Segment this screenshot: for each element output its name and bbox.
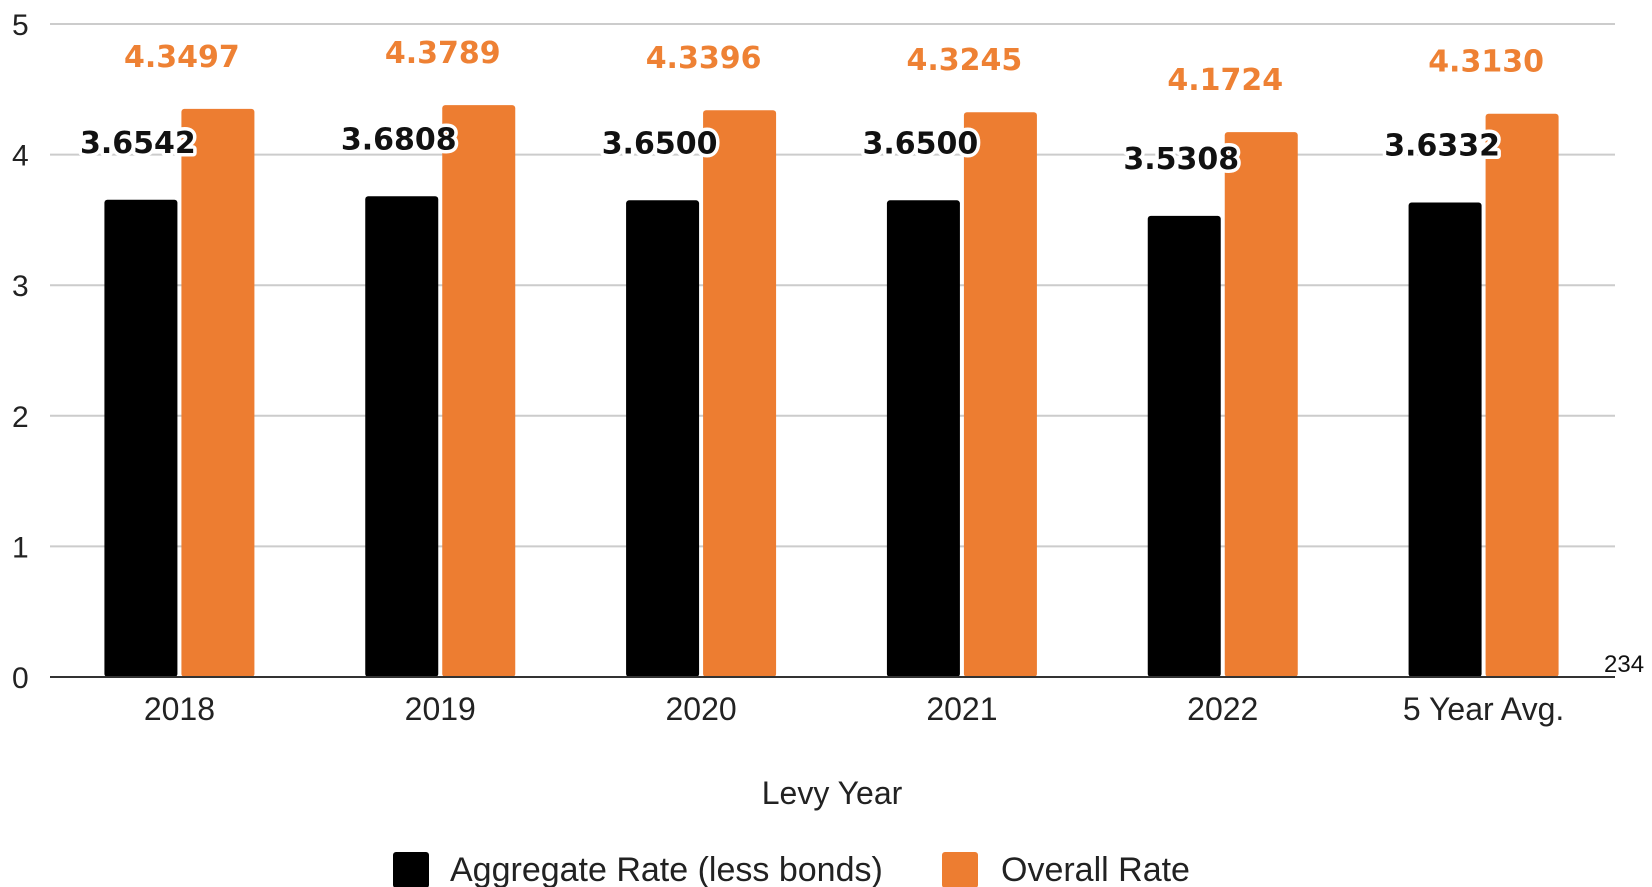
data-label-overall: 4.3789: [385, 36, 501, 71]
y-tick-label: 0: [12, 662, 29, 695]
y-tick-label: 4: [12, 140, 29, 173]
data-label-aggregate: 3.6542: [80, 126, 196, 161]
page-number: 234: [1604, 651, 1644, 678]
bar-aggregate-rate: [1408, 202, 1482, 677]
bars: [104, 105, 1559, 678]
bar-aggregate-rate: [1147, 215, 1221, 678]
data-label-overall: 4.3245: [907, 43, 1023, 78]
data-label-overall: 4.3130: [1428, 45, 1544, 80]
data-label-aggregate: 3.6500: [863, 126, 979, 161]
data-label-aggregate: 3.6332: [1384, 129, 1500, 164]
y-tick-label: 3: [12, 270, 29, 303]
legend-label: Overall Rate: [1001, 851, 1190, 887]
y-tick-label: 2: [12, 401, 29, 434]
data-label-overall: 4.3497: [124, 40, 240, 75]
data-labels: 3.6542 4.3497 3.6808 4.3789 3.6500 4.3396 3.65…: [77, 36, 1544, 180]
data-label-overall: 4.1724: [1167, 63, 1283, 98]
bar-overall-rate: [442, 105, 516, 677]
gridlines: [50, 23, 1615, 548]
y-tick-label: 5: [12, 9, 29, 42]
bar-overall-rate: [703, 110, 777, 678]
legend-swatch: [393, 852, 429, 887]
x-category-label: 2019: [405, 691, 476, 727]
bar-overall-rate: [1485, 113, 1559, 678]
legend-swatch: [942, 852, 978, 887]
legend: Aggregate Rate (less bonds) Overall Rate: [393, 851, 1190, 887]
bar-aggregate-rate: [626, 200, 700, 677]
bar-aggregate-rate: [365, 196, 439, 677]
bar-aggregate-rate: [886, 200, 960, 677]
x-category-label: 2018: [144, 691, 215, 727]
bar-overall-rate: [181, 108, 255, 677]
y-axis-tick-labels: 0 1 2 3 4 5: [12, 9, 29, 695]
legend-label: Aggregate Rate (less bonds): [450, 851, 883, 887]
bar-overall-rate: [963, 112, 1037, 678]
y-tick-label: 1: [12, 531, 29, 564]
data-label-aggregate: 3.6808: [341, 122, 457, 157]
x-category-label: 2021: [926, 691, 997, 727]
bar-aggregate-rate: [104, 199, 178, 677]
x-category-label: 5 Year Avg.: [1403, 691, 1564, 727]
data-label-aggregate: 3.5308: [1123, 142, 1239, 177]
data-label-aggregate: 3.6500: [602, 126, 718, 161]
x-category-label: 2020: [665, 691, 736, 727]
data-label-overall: 4.3396: [646, 41, 762, 76]
x-axis-category-labels: 2018 2019 2020 2021 2022 5 Year Avg.: [144, 691, 1564, 727]
x-axis-title: Levy Year: [762, 775, 903, 811]
x-category-label: 2022: [1187, 691, 1258, 727]
bar-overall-rate: [1224, 132, 1298, 677]
